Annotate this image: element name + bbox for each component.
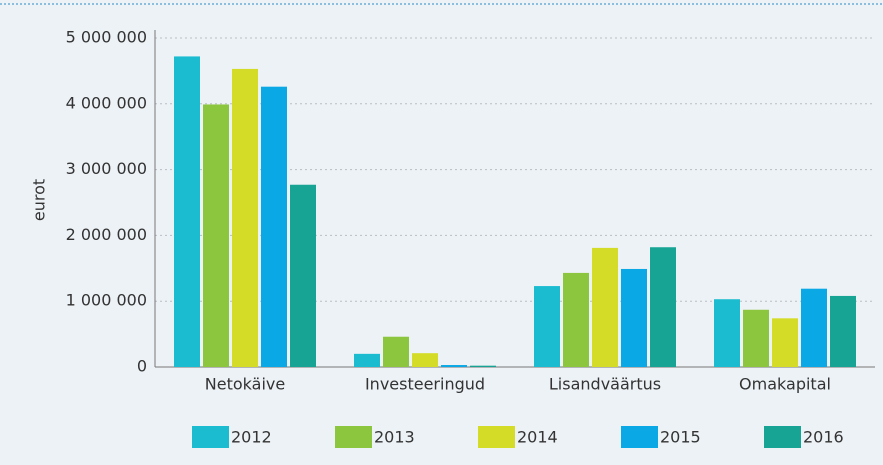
bar — [714, 299, 740, 367]
bar — [441, 365, 467, 367]
legend-label: 2014 — [517, 428, 558, 447]
bar — [383, 336, 409, 367]
x-tick-label: Netokäive — [205, 375, 285, 394]
x-tick-label: Investeeringud — [365, 375, 485, 394]
legend-swatch — [335, 426, 372, 448]
y-tick-label: 0 — [137, 357, 147, 376]
bar — [354, 353, 380, 367]
bar — [650, 247, 676, 367]
legend-swatch — [192, 426, 229, 448]
bar — [412, 353, 438, 367]
x-tick-label: Omakapital — [739, 375, 831, 394]
bar — [232, 68, 258, 368]
legend-label: 2016 — [803, 428, 844, 447]
bar — [830, 295, 856, 367]
legend-label: 2015 — [660, 428, 701, 447]
legend-swatch — [621, 426, 658, 448]
x-tick-label: Lisandväärtus — [549, 375, 661, 394]
bar — [743, 309, 769, 367]
y-axis-label: eurot — [30, 179, 49, 221]
bar — [534, 286, 560, 367]
y-tick-label: 5 000 000 — [66, 28, 147, 47]
legend-label: 2013 — [374, 428, 415, 447]
y-tick-label: 2 000 000 — [66, 225, 147, 244]
bar — [174, 56, 200, 367]
bar — [290, 184, 316, 367]
bar — [470, 365, 496, 367]
bar — [592, 247, 618, 367]
bar — [203, 104, 229, 367]
bar — [801, 288, 827, 367]
bar — [563, 272, 589, 367]
bar — [261, 86, 287, 367]
legend-swatch — [764, 426, 801, 448]
legend-label: 2012 — [231, 428, 272, 447]
y-tick-label: 4 000 000 — [66, 93, 147, 112]
y-tick-label: 1 000 000 — [66, 291, 147, 310]
bar — [772, 318, 798, 367]
legend-swatch — [478, 426, 515, 448]
y-tick-label: 3 000 000 — [66, 159, 147, 178]
bar — [621, 268, 647, 367]
